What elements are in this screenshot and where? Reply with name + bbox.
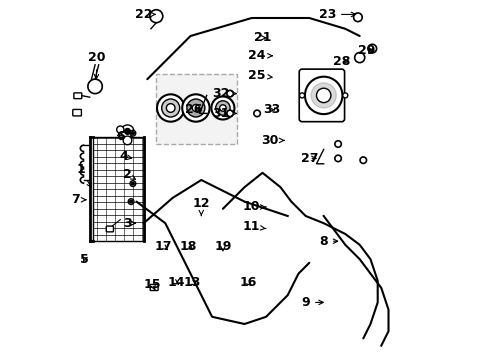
Text: 10: 10 (243, 201, 265, 213)
Text: 4: 4 (119, 150, 131, 163)
Text: 14: 14 (167, 276, 184, 289)
Circle shape (310, 83, 336, 108)
Text: 13: 13 (183, 276, 201, 289)
Text: 24: 24 (248, 49, 271, 62)
Circle shape (219, 105, 225, 111)
Bar (156, 74, 237, 144)
Text: 29: 29 (358, 44, 375, 57)
Text: 6: 6 (116, 130, 124, 143)
Circle shape (186, 99, 204, 117)
FancyBboxPatch shape (150, 284, 158, 291)
Text: 28: 28 (332, 55, 350, 68)
Circle shape (316, 88, 330, 103)
Text: 32: 32 (212, 87, 236, 100)
Circle shape (131, 132, 134, 135)
Circle shape (354, 53, 364, 63)
Circle shape (342, 93, 347, 98)
Circle shape (305, 77, 342, 114)
Circle shape (117, 126, 123, 133)
Circle shape (353, 13, 362, 22)
FancyBboxPatch shape (299, 69, 344, 122)
Circle shape (162, 99, 179, 117)
Circle shape (128, 199, 134, 204)
Circle shape (299, 93, 304, 98)
Text: 5: 5 (80, 253, 88, 266)
Circle shape (367, 44, 376, 53)
Text: 16: 16 (239, 276, 256, 289)
Text: 25: 25 (248, 69, 271, 82)
Circle shape (253, 110, 260, 117)
Text: 3: 3 (123, 217, 135, 230)
Circle shape (226, 110, 233, 117)
Text: 30: 30 (261, 134, 284, 147)
Circle shape (215, 101, 230, 115)
Text: 12: 12 (192, 197, 210, 216)
Circle shape (129, 200, 132, 203)
Text: 27: 27 (300, 152, 317, 165)
Circle shape (359, 157, 366, 163)
Circle shape (130, 181, 136, 186)
Text: 7: 7 (71, 193, 85, 206)
Text: 22: 22 (135, 8, 155, 21)
Circle shape (211, 96, 234, 120)
FancyBboxPatch shape (74, 93, 81, 99)
Text: 19: 19 (214, 240, 231, 253)
Circle shape (157, 94, 184, 122)
Text: 17: 17 (154, 240, 172, 253)
Circle shape (182, 94, 209, 122)
Circle shape (131, 182, 134, 185)
Circle shape (123, 136, 132, 145)
Circle shape (149, 10, 163, 23)
Text: 23: 23 (318, 8, 355, 21)
Text: 21: 21 (253, 31, 271, 44)
Circle shape (121, 125, 134, 138)
Bar (93, 137, 143, 241)
Circle shape (334, 141, 341, 147)
Circle shape (192, 104, 199, 112)
FancyBboxPatch shape (106, 226, 113, 232)
Circle shape (334, 155, 341, 162)
Text: 26: 26 (185, 103, 203, 116)
FancyBboxPatch shape (73, 109, 81, 116)
Text: 8: 8 (319, 235, 337, 248)
Circle shape (124, 129, 130, 134)
Text: 33: 33 (263, 103, 280, 116)
Text: 20: 20 (88, 51, 105, 79)
Text: 11: 11 (243, 220, 265, 233)
Text: 31: 31 (212, 107, 236, 120)
Circle shape (166, 104, 175, 112)
Text: 18: 18 (180, 240, 197, 253)
Circle shape (130, 130, 136, 136)
Text: 1: 1 (76, 163, 91, 187)
Text: 2: 2 (123, 168, 135, 181)
Text: 15: 15 (143, 278, 161, 291)
Text: 9: 9 (301, 296, 323, 309)
Circle shape (226, 90, 233, 97)
